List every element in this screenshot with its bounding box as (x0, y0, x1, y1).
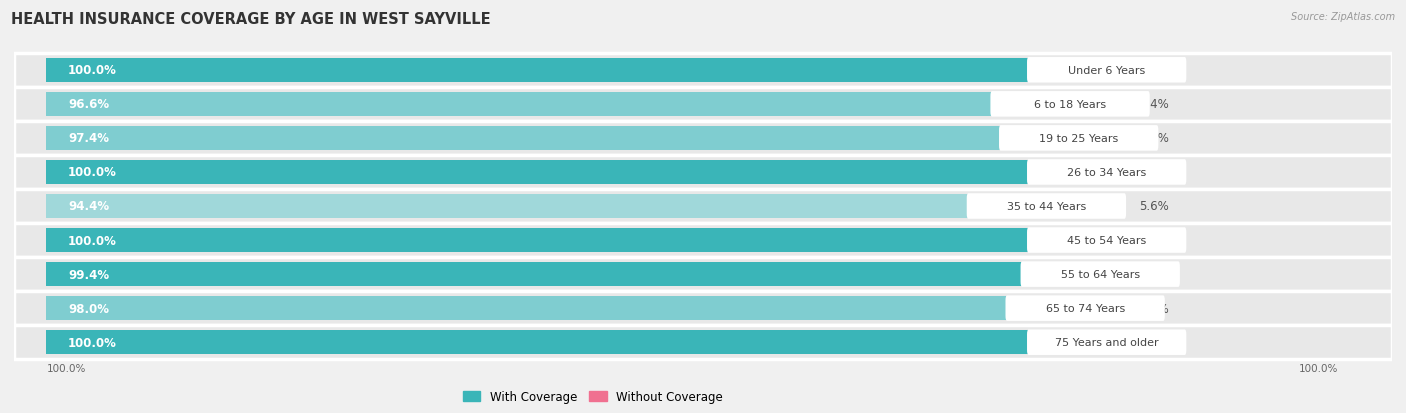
Text: 65 to 74 Years: 65 to 74 Years (1046, 304, 1125, 313)
Bar (1123, 160, 1139, 185)
FancyBboxPatch shape (1026, 160, 1187, 185)
Bar (46, 126, 1095, 151)
Text: HEALTH INSURANCE COVERAGE BY AGE IN WEST SAYVILLE: HEALTH INSURANCE COVERAGE BY AGE IN WEST… (11, 12, 491, 27)
Bar (14, 292, 1392, 325)
Text: 5.6%: 5.6% (1139, 200, 1168, 213)
Text: Under 6 Years: Under 6 Years (1069, 66, 1146, 76)
Text: 100.0%: 100.0% (1299, 363, 1339, 373)
Text: 100.0%: 100.0% (67, 64, 117, 77)
Text: 45 to 54 Years: 45 to 54 Years (1067, 235, 1146, 245)
Bar (46, 93, 1087, 117)
Text: 97.4%: 97.4% (67, 132, 108, 145)
Bar (46, 194, 1063, 219)
Bar (14, 325, 1392, 359)
Text: 2.6%: 2.6% (1139, 132, 1168, 145)
Text: 0.0%: 0.0% (1156, 234, 1185, 247)
Legend: With Coverage, Without Coverage: With Coverage, Without Coverage (458, 385, 728, 408)
Bar (14, 88, 1392, 121)
Bar (14, 121, 1392, 156)
FancyBboxPatch shape (1026, 58, 1187, 83)
Text: 3.4%: 3.4% (1139, 98, 1168, 111)
Bar (1123, 58, 1139, 83)
Bar (46, 330, 1123, 355)
Bar (46, 262, 1116, 287)
Text: 75 Years and older: 75 Years and older (1054, 337, 1159, 347)
Text: 0.57%: 0.57% (1139, 268, 1175, 281)
Bar (1123, 330, 1139, 355)
Bar (14, 257, 1392, 292)
FancyBboxPatch shape (1021, 262, 1180, 287)
Bar (14, 190, 1392, 223)
Text: 19 to 25 Years: 19 to 25 Years (1039, 133, 1118, 144)
Bar (14, 223, 1392, 257)
Bar (1123, 228, 1139, 253)
Bar (1116, 262, 1122, 287)
Bar (1095, 126, 1123, 151)
Bar (1101, 296, 1123, 320)
Text: Source: ZipAtlas.com: Source: ZipAtlas.com (1291, 12, 1395, 22)
Text: 0.0%: 0.0% (1156, 166, 1185, 179)
FancyBboxPatch shape (967, 194, 1126, 219)
Text: 96.6%: 96.6% (67, 98, 110, 111)
Text: 35 to 44 Years: 35 to 44 Years (1007, 202, 1085, 211)
Bar (14, 156, 1392, 190)
Bar (46, 58, 1123, 83)
Text: 0.0%: 0.0% (1156, 336, 1185, 349)
Text: 26 to 34 Years: 26 to 34 Years (1067, 168, 1146, 178)
Bar (1063, 194, 1123, 219)
Bar (46, 160, 1123, 185)
FancyBboxPatch shape (990, 92, 1150, 117)
Text: 6 to 18 Years: 6 to 18 Years (1033, 100, 1107, 109)
Bar (1087, 93, 1123, 117)
Bar (14, 54, 1392, 88)
Bar (46, 296, 1101, 320)
Text: 100.0%: 100.0% (46, 363, 86, 373)
FancyBboxPatch shape (1000, 126, 1159, 151)
Text: 55 to 64 Years: 55 to 64 Years (1060, 269, 1140, 280)
Text: 94.4%: 94.4% (67, 200, 110, 213)
Text: 0.0%: 0.0% (1156, 64, 1185, 77)
Text: 99.4%: 99.4% (67, 268, 110, 281)
Text: 2.0%: 2.0% (1139, 302, 1168, 315)
Text: 100.0%: 100.0% (67, 166, 117, 179)
FancyBboxPatch shape (1005, 296, 1164, 321)
Text: 100.0%: 100.0% (67, 336, 117, 349)
Text: 100.0%: 100.0% (67, 234, 117, 247)
Bar (46, 228, 1123, 253)
FancyBboxPatch shape (1026, 228, 1187, 253)
Text: 98.0%: 98.0% (67, 302, 108, 315)
FancyBboxPatch shape (1026, 330, 1187, 355)
